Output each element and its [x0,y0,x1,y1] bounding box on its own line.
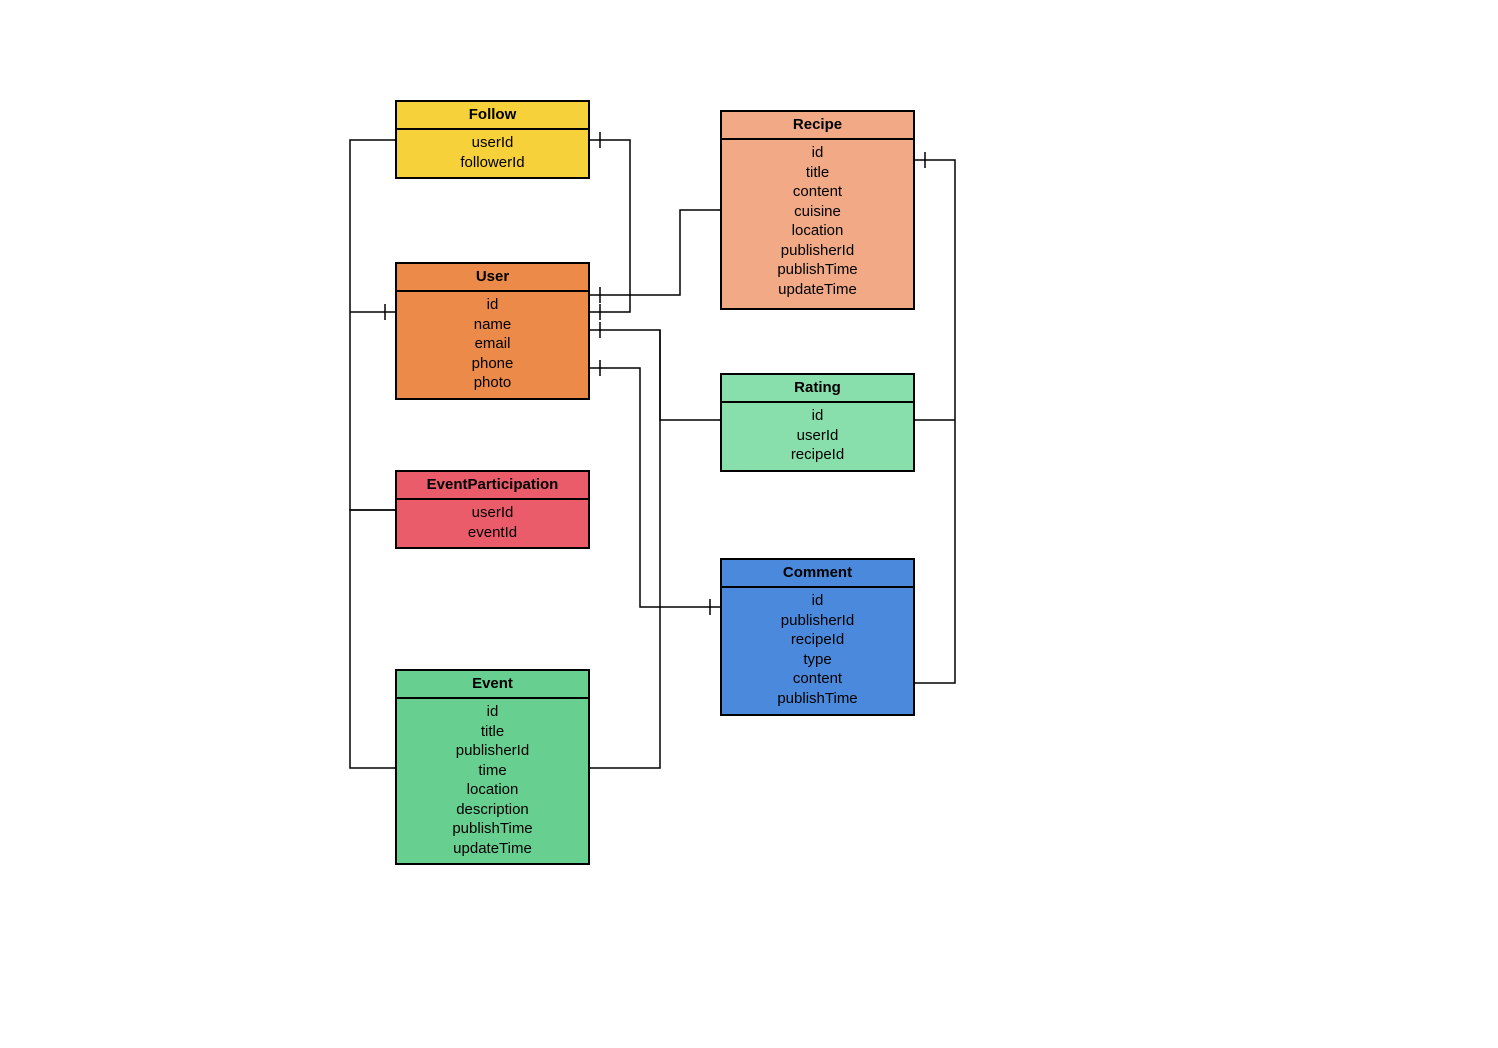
entity-eventParticipation: EventParticipationuserIdeventId [395,470,590,549]
entity-attrs-follow: userIdfollowerId [397,130,588,177]
entity-attrs-rating: iduserIdrecipeId [722,403,913,470]
entity-attr: publishTime [722,260,913,280]
entity-follow: FollowuserIdfollowerId [395,100,590,179]
entity-attr: title [722,163,913,183]
entity-attr: title [397,722,588,742]
entity-attr: cuisine [722,202,913,222]
entity-attrs-comment: idpublisherIdrecipeIdtypecontentpublishT… [722,588,913,713]
entity-attr: content [722,669,913,689]
entity-title-follow: Follow [397,102,588,130]
edge-follow-self-left [350,140,395,510]
entity-attr: id [397,295,588,315]
entity-attr: id [722,406,913,426]
entity-title-rating: Rating [722,375,913,403]
edge-user-recipe [590,210,720,295]
edge-follow-user-east [590,140,630,312]
entity-attr: userId [397,133,588,153]
entity-attr: publisherId [722,611,913,631]
entity-title-eventParticipation: EventParticipation [397,472,588,500]
edge-user-rating [590,330,720,420]
entity-attr: userId [722,426,913,446]
edge-event-user-east [590,330,660,768]
edge-user-comment [590,368,720,607]
entity-attrs-user: idnameemailphonephoto [397,292,588,398]
entity-attr: publisherId [722,241,913,261]
entity-attr: location [397,780,588,800]
entity-attr: recipeId [722,630,913,650]
edge-recipe-rating-right [915,160,955,683]
entity-attr: id [722,591,913,611]
entity-attr: updateTime [722,280,913,300]
entity-attr: time [397,761,588,781]
entity-attr: recipeId [722,445,913,465]
entity-attrs-event: idtitlepublisherIdtimelocationdescriptio… [397,699,588,863]
entity-attr: name [397,315,588,335]
entity-title-event: Event [397,671,588,699]
entity-attr: type [722,650,913,670]
entity-attrs-recipe: idtitlecontentcuisinelocationpublisherId… [722,140,913,304]
entity-attr: description [397,800,588,820]
edge-eventp-event-left [350,510,395,768]
entity-attr: publishTime [397,819,588,839]
entity-attr: publisherId [397,741,588,761]
entity-attr: eventId [397,523,588,543]
entity-comment: CommentidpublisherIdrecipeIdtypecontentp… [720,558,915,716]
entity-title-user: User [397,264,588,292]
entity-attr: photo [397,373,588,393]
entity-attr: location [722,221,913,241]
entity-title-recipe: Recipe [722,112,913,140]
entity-recipe: Recipeidtitlecontentcuisinelocationpubli… [720,110,915,310]
entity-user: Useridnameemailphonephoto [395,262,590,400]
entity-event: EventidtitlepublisherIdtimelocationdescr… [395,669,590,865]
entity-attrs-eventParticipation: userIdeventId [397,500,588,547]
entity-attr: userId [397,503,588,523]
entity-attr: content [722,182,913,202]
entity-attr: publishTime [722,689,913,709]
entity-attr: updateTime [397,839,588,859]
entity-attr: followerId [397,153,588,173]
entity-attr: id [397,702,588,722]
er-diagram-canvas: FollowuserIdfollowerIdUseridnameemailpho… [0,0,1498,1048]
entity-attr: id [722,143,913,163]
entity-attr: phone [397,354,588,374]
entity-attr: email [397,334,588,354]
entity-title-comment: Comment [722,560,913,588]
entity-rating: RatingiduserIdrecipeId [720,373,915,472]
